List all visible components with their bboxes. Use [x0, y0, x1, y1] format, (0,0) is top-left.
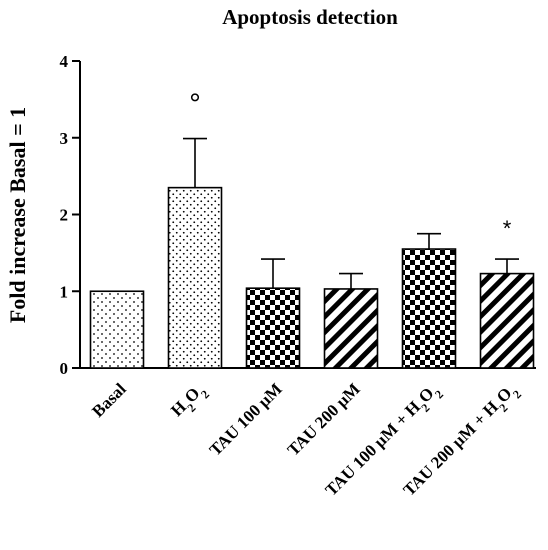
y-tick-label: 0: [60, 359, 69, 378]
y-axis-label: Fold increase Basal = 1: [5, 107, 30, 323]
bar: [167, 186, 223, 369]
x-category-label: TAU 100 µM: [206, 379, 286, 459]
bar: [323, 288, 379, 369]
significance-circle-marker: [190, 93, 200, 102]
bar: [401, 248, 457, 369]
error-bars-group: [183, 137, 519, 289]
x-category-label-part: TAU 100 µM: [206, 379, 286, 459]
bar: [479, 272, 535, 369]
annotations-group: *: [190, 93, 512, 241]
x-category-label: Basal: [88, 379, 130, 421]
x-category-label-part: Basal: [88, 379, 130, 421]
chart-title: Apoptosis detection: [222, 5, 398, 29]
bar: [89, 290, 145, 369]
significance-asterisk: *: [503, 216, 512, 241]
y-tick-label: 2: [60, 206, 69, 225]
bar: [245, 287, 301, 369]
y-tick-label: 3: [60, 129, 69, 148]
y-axis-ticks: 0 1 2 3 4: [60, 52, 80, 378]
y-tick-label: 1: [60, 282, 69, 301]
y-tick-label: 4: [60, 52, 69, 71]
x-category-label: H2O2: [167, 379, 212, 424]
bars-group: [89, 186, 535, 369]
x-category-label-part: TAU 200 µM: [284, 379, 364, 459]
x-category-label: TAU 200 µM + H2O2: [400, 379, 525, 504]
x-category-label: TAU 200 µM: [284, 379, 364, 459]
